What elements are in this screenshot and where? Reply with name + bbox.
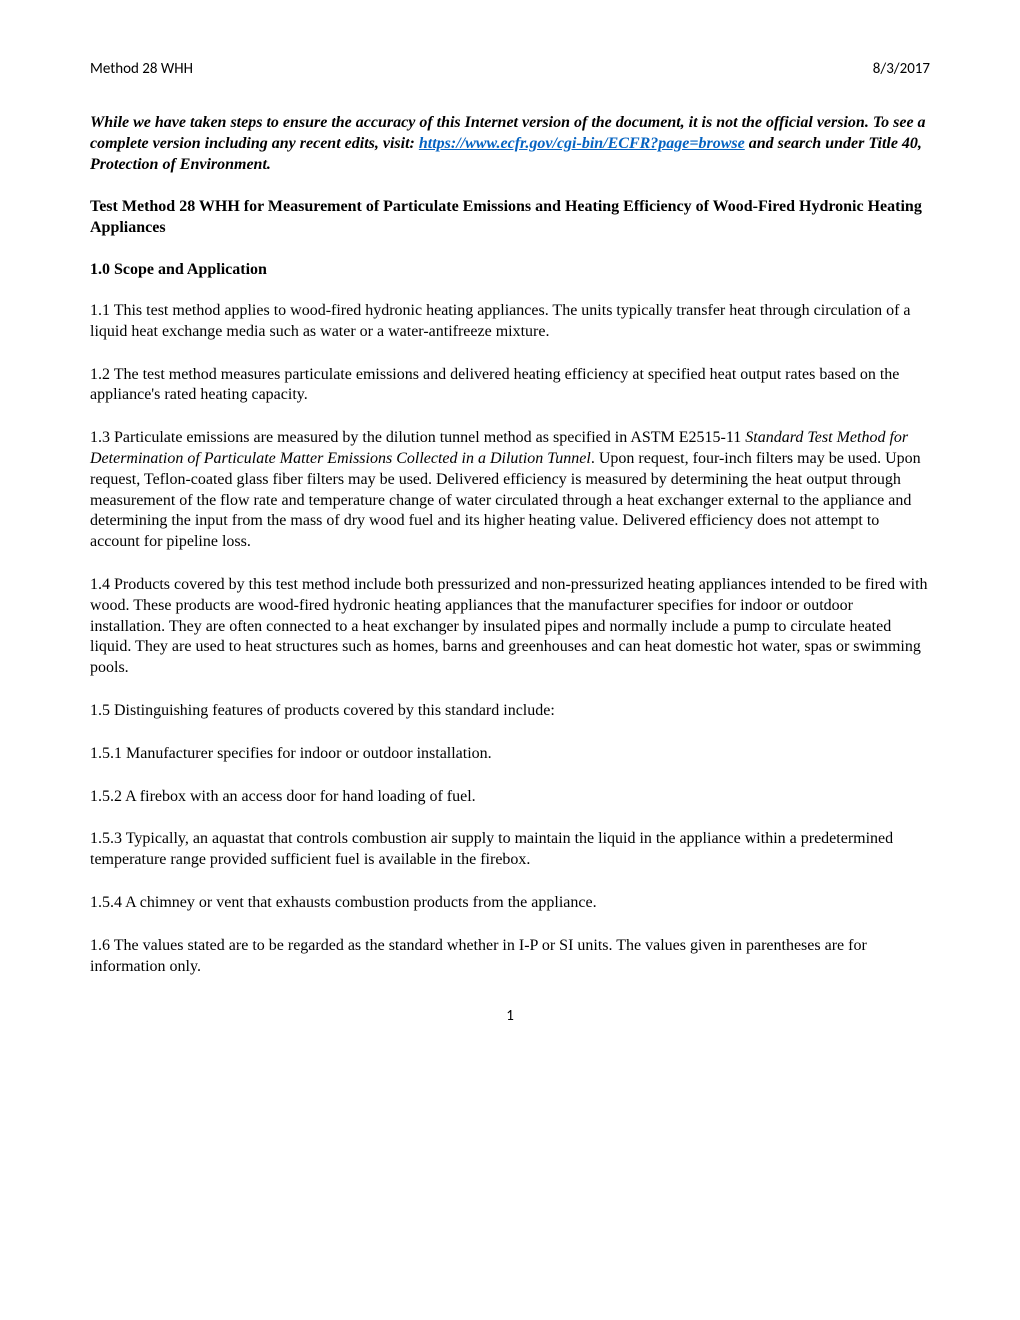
paragraph-1-5-1: 1.5.1 Manufacturer specifies for indoor … <box>90 744 930 765</box>
paragraph-1-6: 1.6 The values stated are to be regarded… <box>90 936 930 978</box>
page-header: Method 28 WHH 8/3/2017 <box>90 60 930 113</box>
paragraph-1-5-3: 1.5.3 Typically, an aquastat that contro… <box>90 829 930 871</box>
section-heading: 1.0 Scope and Application <box>90 261 930 279</box>
paragraph-1-5: 1.5 Distinguishing features of products … <box>90 701 930 722</box>
paragraph-1-5-4: 1.5.4 A chimney or vent that exhausts co… <box>90 893 930 914</box>
header-method: Method 28 WHH <box>90 60 193 78</box>
header-date: 8/3/2017 <box>873 60 930 78</box>
paragraph-1-1: 1.1 This test method applies to wood-fir… <box>90 301 930 343</box>
paragraph-1-5-2: 1.5.2 A firebox with an access door for … <box>90 787 930 808</box>
paragraph-1-3: 1.3 Particulate emissions are measured b… <box>90 428 930 553</box>
paragraph-1-4: 1.4 Products covered by this test method… <box>90 575 930 679</box>
document-title: Test Method 28 WHH for Measurement of Pa… <box>90 197 930 239</box>
disclaimer-paragraph: While we have taken steps to ensure the … <box>90 113 930 175</box>
paragraph-1-2: 1.2 The test method measures particulate… <box>90 365 930 407</box>
paragraph-1-3-before: 1.3 Particulate emissions are measured b… <box>90 429 745 446</box>
page-number: 1 <box>90 1007 930 1025</box>
ecfr-link[interactable]: https://www.ecfr.gov/cgi-bin/ECFR?page=b… <box>419 135 745 152</box>
